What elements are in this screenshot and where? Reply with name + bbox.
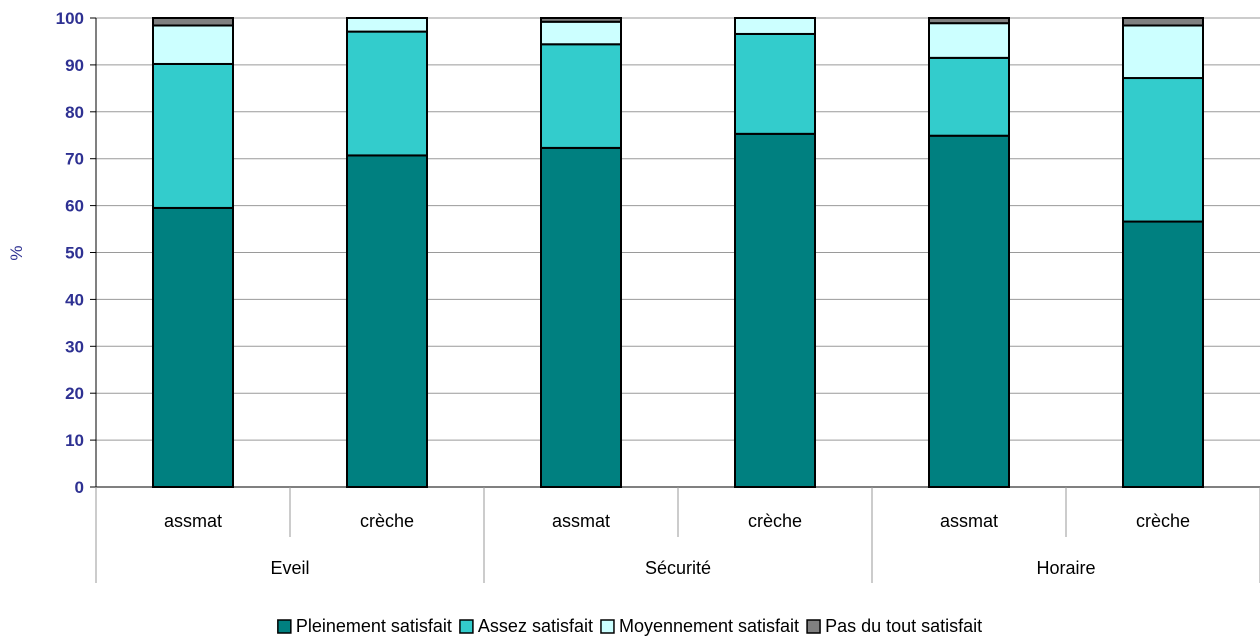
y-tick-label: 100 (56, 9, 84, 28)
legend: Pleinement satisfait Assez satisfait Moyen… (277, 616, 982, 636)
bar-segment (540, 43, 622, 149)
x-tick-label: crèche (1136, 511, 1190, 531)
legend-label: Pas du tout satisfait (825, 616, 982, 636)
legend-swatch (806, 619, 821, 634)
bars (152, 17, 1204, 489)
bar-segment (346, 17, 428, 33)
y-tick-label: 60 (65, 197, 84, 216)
bar-segment (346, 154, 428, 489)
bar-segment (152, 206, 234, 488)
bar-segment (928, 56, 1010, 137)
y-tick-label: 90 (65, 56, 84, 75)
bar-segment (734, 132, 816, 489)
x-tick-label: crèche (360, 511, 414, 531)
x-tick-label: assmat (164, 511, 222, 531)
legend-swatch (277, 619, 292, 634)
legend-swatch (600, 619, 615, 634)
bar-segment (540, 17, 622, 23)
y-tick-label: 0 (75, 478, 84, 497)
y-tick-labels: 0 10 20 30 40 50 60 70 80 90 100 (56, 9, 84, 497)
bar-segment (152, 24, 234, 65)
bar-segment (346, 30, 428, 157)
y-tick-label: 80 (65, 103, 84, 122)
bar-segment (540, 146, 622, 488)
bar-segment (734, 32, 816, 135)
bar-segment (1122, 77, 1204, 223)
legend-label: Assez satisfait (478, 616, 593, 636)
bar-segment (152, 17, 234, 27)
bar-segment (928, 22, 1010, 59)
y-tick-label: 50 (65, 244, 84, 263)
legend-swatch (459, 619, 474, 634)
y-tick-label: 30 (65, 337, 84, 356)
group-label: Sécurité (645, 558, 711, 578)
y-tick-label: 20 (65, 384, 84, 403)
bar-segment (928, 17, 1010, 25)
y-tick-label: 70 (65, 150, 84, 169)
bar-segment (734, 17, 816, 35)
legend-label: Pleinement satisfait (296, 616, 452, 636)
x-tick-labels: assmat crèche assmat crèche assmat crèche Evei… (164, 511, 1190, 578)
y-axis-label: % (7, 245, 26, 260)
x-tick-label: crèche (748, 511, 802, 531)
legend-label: Moyennement satisfait (619, 616, 799, 636)
x-tick-label: assmat (940, 511, 998, 531)
group-label: Horaire (1036, 558, 1095, 578)
bar-segment (1122, 24, 1204, 80)
bar-segment (540, 20, 622, 46)
bar-segment (1122, 220, 1204, 489)
y-tick-label: 10 (65, 431, 84, 450)
bar-segment (152, 62, 234, 209)
y-tick-label: 40 (65, 290, 84, 309)
x-tick-label: assmat (552, 511, 610, 531)
bar-segment (1122, 17, 1204, 27)
gridlines (90, 17, 1260, 488)
bar-segment (928, 134, 1010, 488)
axes (95, 18, 1260, 583)
group-label: Eveil (270, 558, 309, 578)
